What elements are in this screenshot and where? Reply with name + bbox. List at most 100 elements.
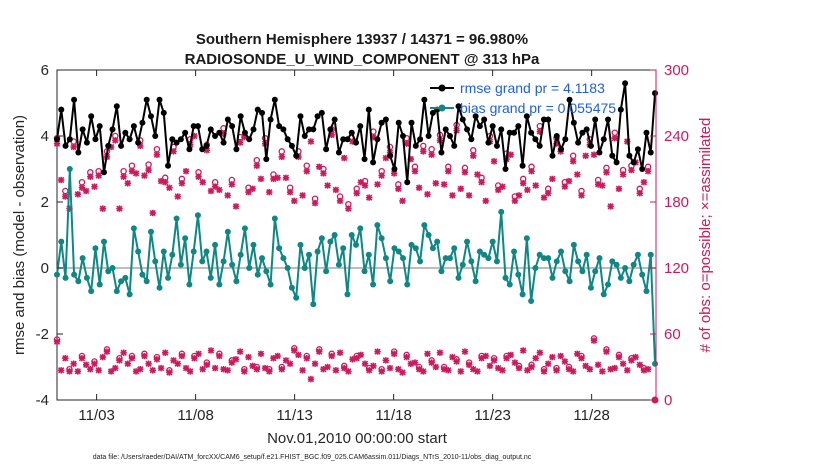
obs-assimilated-marker-stroke — [336, 197, 344, 205]
y-tick-label: 4 — [41, 128, 49, 145]
series-rmse-point — [284, 136, 291, 143]
series-rmse-point — [511, 129, 518, 136]
obs-low-assimilated-marker-stroke — [561, 358, 568, 365]
obs-low-assimilated-marker-stroke — [632, 353, 639, 361]
series-bias-point — [199, 258, 206, 265]
series-rmse-point — [417, 136, 424, 143]
series-bias-point — [493, 258, 500, 265]
series-bias-point — [229, 261, 236, 268]
series-bias-point — [306, 251, 313, 258]
series-rmse-point — [493, 142, 500, 149]
series-bias-point — [387, 278, 394, 285]
series-bias-point — [160, 248, 167, 255]
obs-assimilated-marker-stroke — [107, 143, 115, 151]
obs-assimilated-marker-stroke — [461, 169, 469, 176]
series-rmse-point — [451, 142, 458, 149]
obs-assimilated-marker — [415, 184, 423, 191]
obs-low-assimilated-marker-stroke — [461, 348, 469, 355]
series-bias-point — [58, 238, 65, 245]
obs-low-assimilated-marker-stroke — [619, 360, 627, 367]
series-rmse-point — [169, 136, 176, 143]
series-rmse-point — [446, 133, 453, 139]
series-bias-point — [250, 241, 257, 248]
obs-assimilated-marker-stroke — [428, 151, 435, 158]
obs-low-assimilated-marker-stroke — [644, 366, 652, 373]
series-bias-point — [587, 284, 594, 291]
obs-assimilated-marker-stroke — [511, 197, 519, 205]
obs-assimilated-marker-stroke — [457, 185, 464, 192]
obs-low-assimilated-marker-stroke — [361, 360, 369, 367]
series-bias-point — [113, 288, 120, 295]
obs-assimilated-marker — [62, 193, 69, 200]
obs-assimilated-marker-stroke — [249, 185, 256, 192]
obs-low-assimilated-marker — [299, 367, 306, 374]
obs-assimilated-marker-stroke — [636, 190, 643, 197]
obs-low-assimilated-marker — [266, 368, 273, 375]
obs-low-assimilated-marker-stroke — [436, 349, 444, 356]
obs-low-assimilated-marker — [95, 367, 102, 374]
obs-assimilated-marker-stroke — [545, 190, 552, 197]
obs-low-assimilated-marker — [557, 352, 564, 360]
series-bias-point — [481, 251, 488, 258]
obs-assimilated-marker-stroke — [603, 169, 610, 176]
obs-assimilated-marker — [478, 179, 485, 186]
obs-assimilated-marker-stroke — [95, 172, 102, 179]
obs-low-assimilated-marker-stroke — [182, 364, 190, 372]
obs-assimilated-marker-stroke — [120, 173, 127, 180]
obs-assimilated-marker-stroke — [128, 168, 136, 175]
obs-low-assimilated-marker — [474, 368, 481, 375]
obs-assimilated-marker-stroke — [611, 135, 618, 142]
obs-assimilated-marker — [582, 152, 589, 159]
series-rmse-point — [438, 149, 445, 156]
series-rmse-point — [357, 123, 364, 130]
series-bias-point — [613, 261, 620, 268]
obs-assimilated-marker-stroke — [83, 187, 90, 195]
obs-low-assimilated-marker — [632, 353, 639, 361]
obs-assimilated-marker — [482, 197, 489, 205]
obs-assimilated-marker — [70, 143, 77, 151]
series-bias-point — [71, 271, 78, 278]
series-rmse-point — [391, 166, 398, 172]
obs-low-assimilated-marker-stroke — [141, 352, 148, 360]
obs-low-assimilated-marker-stroke — [91, 360, 98, 367]
obs-assimilated-marker-stroke — [132, 170, 140, 177]
series-bias-point — [259, 255, 266, 262]
obs-low-assimilated-marker — [594, 361, 602, 368]
series-rmse-point — [122, 129, 129, 136]
series-rmse-point — [472, 113, 479, 120]
obs-low-assimilated-marker-stroke — [403, 353, 410, 361]
obs-low-assimilated-marker-stroke — [366, 367, 373, 374]
obs-low-assimilated-marker — [87, 366, 94, 373]
obs-low-assimilated-marker-stroke — [515, 364, 523, 372]
obs-low-assimilated-marker — [532, 355, 539, 362]
series-bias-point — [126, 291, 133, 298]
obs-assimilated-marker — [249, 185, 256, 192]
obs-assimilated-marker — [282, 174, 290, 181]
series-rmse-point — [361, 156, 368, 163]
obs-low-assimilated-marker — [274, 352, 281, 360]
obs-low-assimilated-marker-stroke — [378, 368, 385, 375]
legend: rmse grand pr = 4.1183 bias grand pr = 0… — [430, 80, 616, 116]
obs-low-assimilated-marker — [569, 368, 577, 375]
obs-assimilated-marker-stroke — [465, 192, 473, 199]
series-rmse-point — [83, 139, 90, 146]
series-rmse-point — [592, 116, 599, 123]
obs-assimilated-marker — [615, 185, 623, 192]
series-rmse-point — [353, 139, 360, 146]
obs-low-assimilated-marker — [490, 357, 498, 364]
y-axis-label: rmse and bias (model - observation) — [11, 115, 28, 355]
series-bias-point — [254, 271, 261, 278]
obs-assimilated-marker — [132, 170, 140, 177]
obs-assimilated-marker — [145, 166, 152, 174]
obs-low-assimilated-marker — [241, 368, 248, 375]
obs-assimilated-marker — [91, 183, 98, 190]
obs-assimilated-marker — [116, 205, 123, 212]
series-bias-point — [156, 284, 163, 291]
series-bias-point — [626, 278, 633, 285]
obs-assimilated-marker-stroke — [578, 192, 585, 199]
series-rmse-point — [135, 139, 142, 146]
series-bias-point — [579, 268, 586, 275]
series-rmse-point — [455, 103, 462, 110]
obs-assimilated-marker-stroke — [424, 191, 431, 198]
